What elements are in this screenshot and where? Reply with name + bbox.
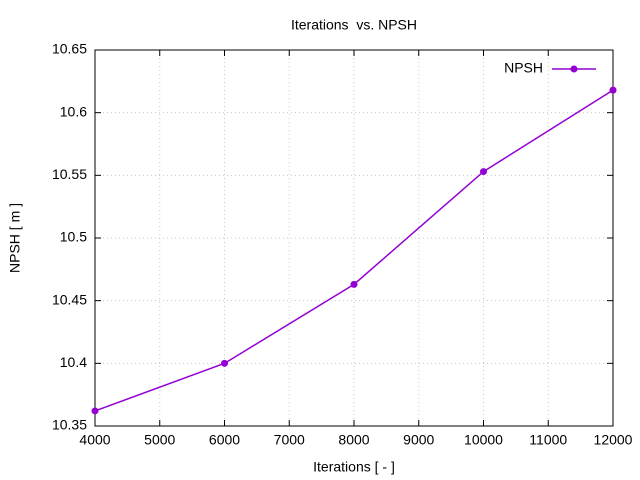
x-tick-label: 7000 bbox=[274, 432, 305, 448]
data-point bbox=[480, 168, 487, 176]
legend-marker bbox=[570, 65, 578, 73]
x-tick-label: 8000 bbox=[338, 432, 369, 448]
x-tick-label: 5000 bbox=[144, 432, 175, 448]
y-tick-label: 10.4 bbox=[60, 354, 87, 370]
x-tick-label: 9000 bbox=[403, 432, 434, 448]
y-tick-label: 10.65 bbox=[52, 41, 87, 57]
data-point bbox=[221, 359, 228, 367]
y-tick-label: 10.5 bbox=[60, 229, 87, 245]
y-tick-label: 10.45 bbox=[52, 291, 87, 307]
legend-label: NPSH bbox=[504, 60, 543, 76]
data-point bbox=[609, 86, 617, 94]
data-point bbox=[350, 280, 358, 288]
x-tick-label: 12000 bbox=[594, 432, 633, 448]
x-tick-label: 6000 bbox=[209, 432, 240, 448]
y-tick-label: 10.6 bbox=[60, 103, 87, 119]
y-tick-label: 10.55 bbox=[52, 166, 87, 182]
plot-border bbox=[94, 49, 614, 427]
chart-title: Iterations vs. NPSH bbox=[291, 17, 417, 33]
x-tick-label: 11000 bbox=[529, 432, 567, 448]
x-tick-label: 4000 bbox=[79, 432, 110, 448]
y-axis-label: NPSH [ m ] bbox=[7, 203, 23, 273]
x-axis-label: Iterations [ - ] bbox=[313, 459, 395, 475]
x-tick-label: 10000 bbox=[464, 432, 503, 448]
data-point bbox=[91, 407, 99, 415]
y-tick-label: 10.35 bbox=[52, 417, 87, 433]
